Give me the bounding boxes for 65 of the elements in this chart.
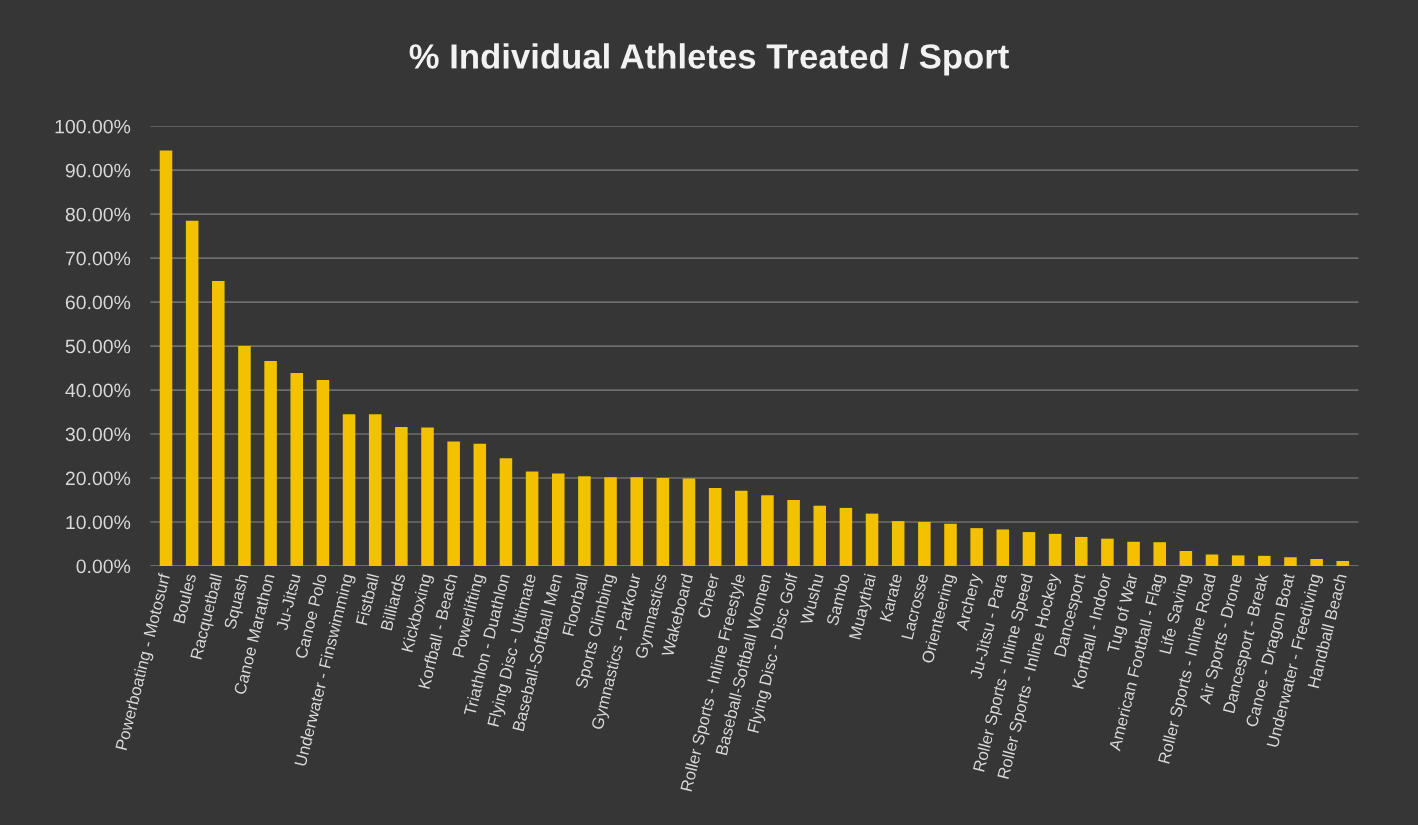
bar (839, 507, 853, 566)
y-tick-label: 20.00% (65, 471, 131, 486)
bar (342, 414, 356, 566)
x-tick-label: Muaythai (848, 573, 880, 641)
bar (1205, 554, 1219, 566)
bar (996, 529, 1010, 566)
y-tick-label: 80.00% (65, 207, 131, 222)
bar (1179, 551, 1193, 566)
y-tick-label: 60.00% (65, 295, 131, 310)
bar (1074, 536, 1088, 566)
bar (368, 414, 382, 566)
y-tick-label: 50.00% (65, 339, 131, 354)
bar (159, 150, 173, 566)
x-tick-label: Sambo (825, 573, 851, 626)
y-tick-label: 100.00% (55, 119, 131, 134)
y-tick-label: 40.00% (65, 383, 131, 398)
bar (1258, 555, 1271, 566)
bar (944, 523, 957, 566)
bar (290, 372, 304, 566)
bar (1310, 558, 1323, 566)
bar (395, 427, 408, 566)
bar (891, 521, 905, 566)
bar (918, 521, 931, 566)
x-tick-label: Wushu (799, 573, 824, 626)
bar (212, 281, 225, 566)
bar (682, 478, 696, 566)
bar (1284, 557, 1297, 566)
bar (447, 441, 460, 566)
bar (708, 488, 722, 566)
x-tick-label: Floorball (561, 573, 589, 637)
bar (525, 471, 539, 566)
bar (578, 476, 591, 566)
bar (1127, 541, 1140, 566)
y-tick-label: 30.00% (65, 427, 131, 442)
bar (970, 528, 983, 566)
bar (185, 220, 199, 566)
y-tick-label: 10.00% (66, 515, 131, 530)
y-tick-label: 0.00% (76, 559, 131, 574)
bar (316, 379, 330, 566)
x-tick-label: Karate (879, 573, 903, 622)
bar (630, 477, 643, 566)
bar (813, 505, 827, 566)
bar (499, 458, 513, 566)
y-tick-label: 70.00% (65, 251, 131, 266)
bar (1022, 532, 1036, 566)
x-tick-label: Fistball (355, 573, 380, 626)
chart-title: % Individual Athletes Treated / Sport (409, 43, 1009, 76)
bar (1101, 538, 1114, 566)
bar (656, 478, 670, 566)
bar (865, 513, 879, 566)
bar (1048, 533, 1062, 566)
bar (1153, 542, 1166, 566)
bar (735, 490, 748, 566)
bar (421, 427, 434, 566)
bar (238, 346, 251, 566)
bar (787, 499, 800, 566)
bar (1336, 561, 1350, 566)
y-tick-label: 90.00% (65, 163, 131, 178)
x-tick-label: Cheer (696, 572, 720, 619)
bar (264, 361, 277, 566)
bar (551, 473, 565, 566)
bar (761, 495, 774, 566)
bar (473, 443, 487, 566)
bar (604, 477, 617, 566)
bar (1231, 555, 1245, 566)
